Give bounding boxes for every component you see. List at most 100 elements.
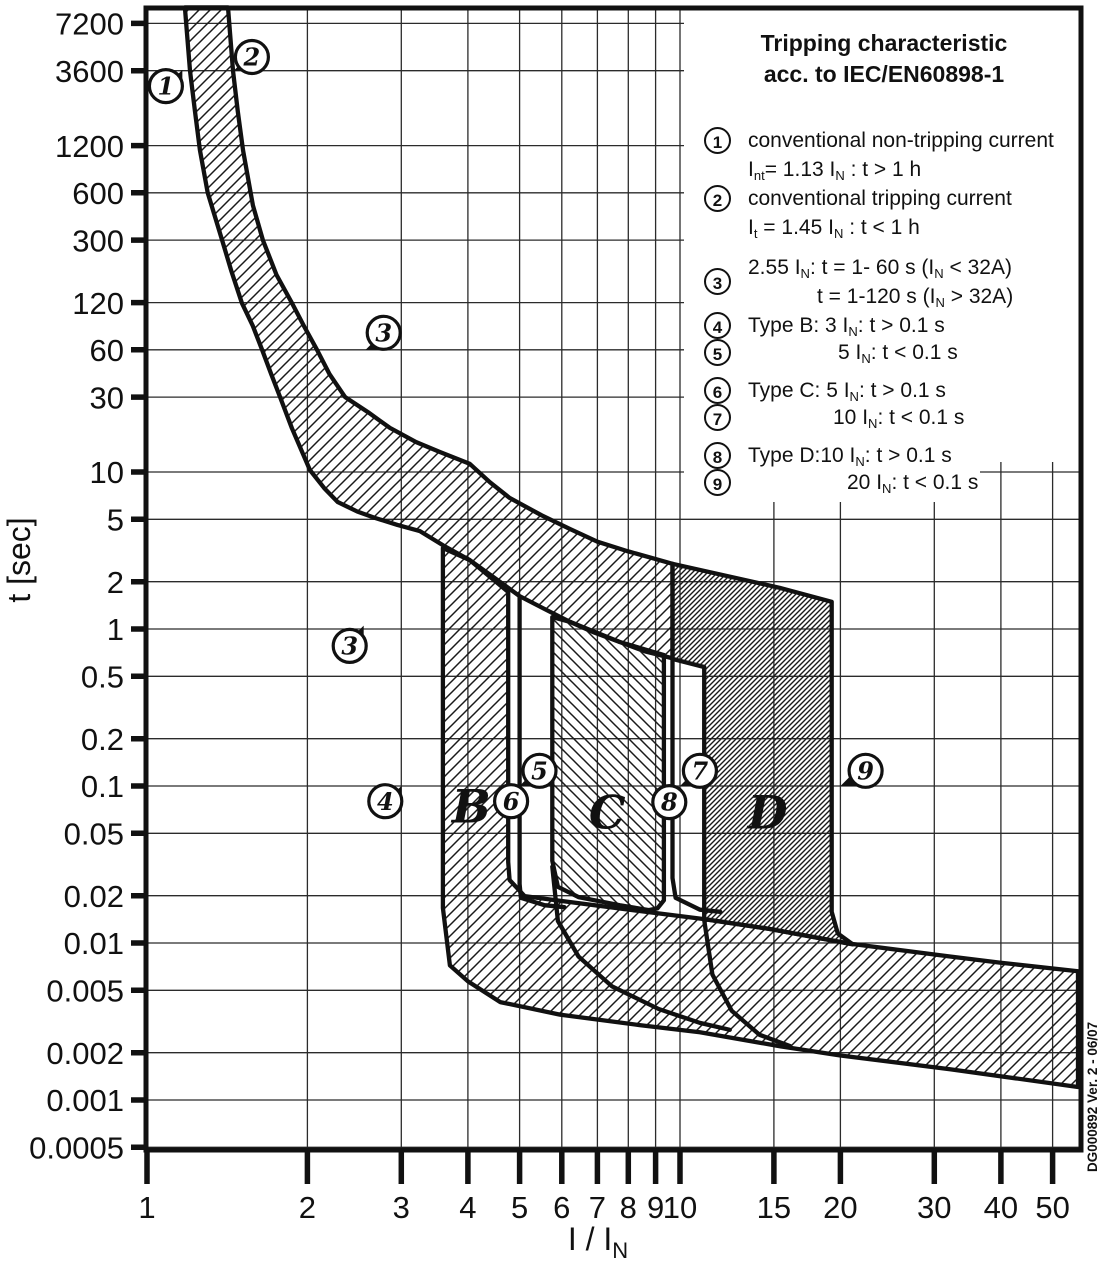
y-tick-label-30: 30 — [90, 380, 124, 415]
c-band — [550, 614, 667, 913]
x-tick-label-6: 6 — [553, 1190, 570, 1225]
marker-circle-8-8 — [651, 783, 688, 821]
b-band-and-bottom — [440, 545, 1081, 1090]
x-tick-label-30: 30 — [917, 1190, 951, 1225]
marker-circle-9-9 — [847, 752, 884, 789]
legend-item-5-text: 5 IN: t < 0.1 s — [838, 341, 958, 366]
marker-number-6-6: 6 — [503, 787, 520, 816]
y-tick-label-600: 600 — [72, 176, 124, 211]
y-tick-label-5: 5 — [107, 502, 124, 537]
y-tick-label-0.0005: 0.0005 — [29, 1130, 124, 1165]
legend-item-7-text: 10 IN: t < 0.1 s — [833, 406, 965, 431]
y-tick-label-10: 10 — [90, 455, 124, 490]
x-tick-label-3: 3 — [393, 1190, 410, 1225]
y-axis-title: t [sec] — [1, 517, 37, 602]
legend-circle-1: 1 — [704, 127, 731, 154]
x-tick-label-15: 15 — [757, 1190, 791, 1225]
marker-circle-1-0 — [147, 67, 184, 105]
marker-circle-5-5 — [521, 752, 558, 789]
legend-item-1-text: conventional non-tripping current — [748, 129, 1054, 152]
band-letter-C: C — [589, 785, 626, 839]
y-tick-label-7200: 7200 — [55, 7, 124, 42]
marker-number-8-8: 8 — [660, 788, 678, 817]
x-tick-label-9: 9 — [647, 1190, 664, 1225]
marker-circle-4-4 — [367, 783, 404, 820]
legend-item-9-text: 20 IN: t < 0.1 s — [847, 471, 979, 496]
y-tick-label-0.05: 0.05 — [64, 816, 124, 851]
legend-item-4-text: Type B: 3 IN: t > 0.1 s — [748, 314, 945, 339]
marker-circle-3-3 — [331, 627, 368, 665]
y-tick-label-0.005: 0.005 — [46, 973, 124, 1008]
marker-number-9-9: 9 — [857, 756, 874, 785]
y-tick-label-0.02: 0.02 — [64, 879, 124, 914]
legend-circle-3: 3 — [704, 268, 731, 295]
legend-item-2-text: conventional tripping current — [748, 187, 1012, 210]
legend-circle-8: 8 — [704, 442, 731, 469]
legend-circle-5: 5 — [704, 339, 731, 366]
legend-circle-7: 7 — [704, 404, 731, 431]
marker-circle-3-2 — [365, 314, 402, 351]
legend-circle-6: 6 — [704, 377, 731, 404]
band-letter-B: B — [450, 780, 491, 834]
y-tick-label-60: 60 — [90, 333, 124, 368]
axis-tick-labels: 7200360012006003001206030105210.50.20.10… — [29, 7, 1070, 1225]
marker-circle-2-1 — [233, 38, 270, 76]
x-tick-label-4: 4 — [459, 1190, 476, 1225]
legend-circle-4: 4 — [704, 312, 731, 339]
x-axis-title: I / IN — [568, 1221, 628, 1263]
legend-item-3-text2: t = 1-120 s (IN > 32A) — [817, 285, 1014, 310]
marker-number-5-5: 5 — [531, 756, 548, 785]
marker-number-3-2: 3 — [375, 318, 392, 347]
y-tick-label-0.2: 0.2 — [81, 722, 124, 757]
legend-title: Tripping characteristic acc. to IEC/EN60… — [688, 28, 1080, 90]
d-lower-tail-curve — [702, 917, 793, 1049]
legend-item-8-text: Type D:10 IN: t > 0.1 s — [748, 444, 952, 469]
marker-number-3-3: 3 — [341, 632, 358, 661]
thermal-band — [182, 5, 675, 662]
x-tick-label-1: 1 — [138, 1190, 155, 1225]
marker-circle-7-7 — [681, 752, 719, 789]
legend-item-1-text2: Int= 1.13 IN : t > 1 h — [748, 158, 922, 183]
x-tick-label-50: 50 — [1035, 1190, 1069, 1225]
legend-circle-2: 2 — [704, 185, 731, 212]
y-tick-label-3600: 3600 — [55, 54, 124, 89]
marker-number-7-7: 7 — [692, 756, 709, 785]
y-tick-label-1200: 1200 — [55, 129, 124, 164]
legend-item-2-text2: It = 1.45 IN : t < 1 h — [748, 216, 920, 241]
y-tick-label-0.1: 0.1 — [81, 769, 124, 804]
x-tick-label-8: 8 — [620, 1190, 637, 1225]
y-tick-label-0.001: 0.001 — [46, 1083, 124, 1118]
marker-number-1-0: 1 — [158, 72, 175, 101]
legend-item-6-text: Type C: 5 IN: t > 0.1 s — [748, 379, 946, 404]
y-tick-label-120: 120 — [72, 286, 124, 321]
marker-circle-6-6 — [493, 783, 530, 820]
x-tick-label-20: 20 — [823, 1190, 857, 1225]
y-tick-label-300: 300 — [72, 223, 124, 258]
x-tick-label-40: 40 — [984, 1190, 1018, 1225]
legend-item-3-text: 2.55 IN: t = 1- 60 s (IN < 32A) — [748, 256, 1012, 281]
document-code-vertical: DG000892 Ver. 2 - 06/07 — [1085, 1021, 1100, 1172]
legend-circle-9: 9 — [704, 469, 731, 496]
legend-title-line2: acc. to IEC/EN60898-1 — [763, 61, 1005, 87]
legend-title-line1: Tripping characteristic — [760, 30, 1008, 56]
legend-mask — [684, 9, 1080, 462]
x-tick-label-2: 2 — [299, 1190, 316, 1225]
legend-mask2 — [684, 462, 980, 502]
x-tick-label-7: 7 — [589, 1190, 606, 1225]
d-band — [670, 561, 855, 947]
y-tick-label-2: 2 — [107, 565, 124, 600]
x-tick-label-5: 5 — [511, 1190, 528, 1225]
x-tick-label-10: 10 — [663, 1190, 697, 1225]
y-tick-label-1: 1 — [107, 612, 124, 647]
y-tick-label-0.5: 0.5 — [81, 659, 124, 694]
band-letter-D: D — [746, 785, 788, 839]
marker-number-4-4: 4 — [377, 787, 394, 816]
c-lower-tail-curve — [550, 864, 732, 1032]
axis-ticks — [131, 20, 1056, 1184]
marker-number-2-1: 2 — [243, 43, 261, 72]
y-tick-label-0.002: 0.002 — [46, 1036, 124, 1071]
y-tick-label-0.01: 0.01 — [64, 926, 124, 961]
